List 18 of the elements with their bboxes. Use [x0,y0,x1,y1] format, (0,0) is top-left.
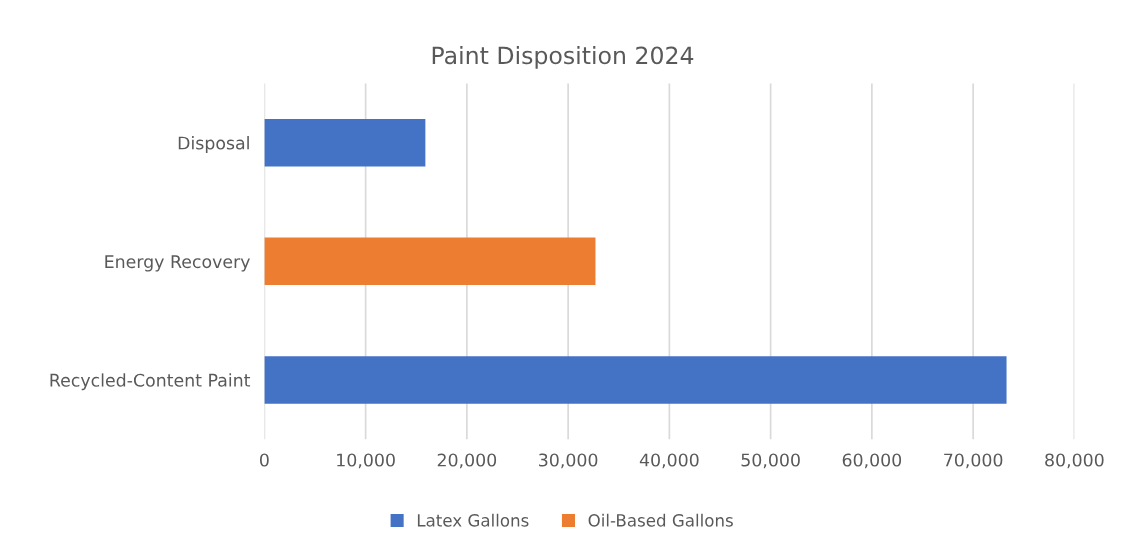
x-tick-label: 80,000 [1045,453,1104,469]
legend-label: Oil-Based Gallons [588,513,733,527]
chart-title: Paint Disposition 2024 [432,46,694,69]
x-tick-label: 50,000 [741,453,800,469]
bar [264,356,1007,404]
y-tick-label: Recycled-Content Paint [50,373,251,391]
x-tick-label: 30,000 [539,453,598,469]
x-tick-label: 10,000 [337,453,395,469]
x-tick-label: 0 [260,453,269,467]
x-tick-label: 40,000 [639,453,699,469]
bar [264,237,596,286]
x-tick-label: 70,000 [944,453,1003,469]
legend-label: Latex Gallons [417,513,529,527]
y-tick-label: Disposal [178,136,249,153]
bar [264,118,426,167]
x-tick-label: 20,000 [437,453,497,469]
y-tick-label: Energy Recovery [105,255,250,272]
x-tick-label: 60,000 [842,453,902,469]
